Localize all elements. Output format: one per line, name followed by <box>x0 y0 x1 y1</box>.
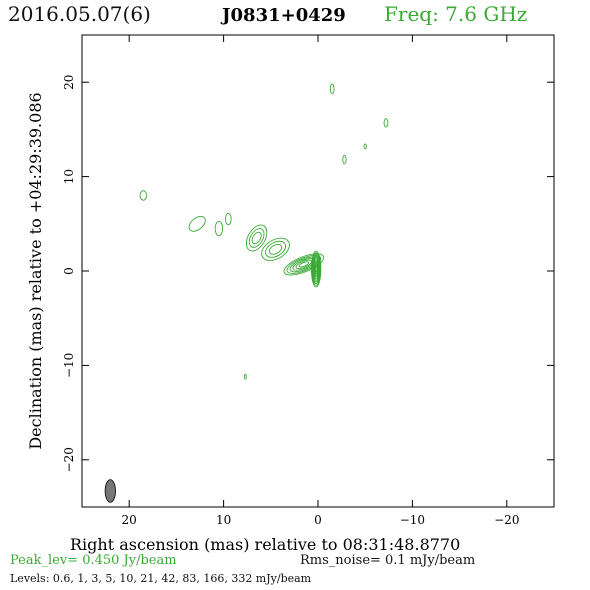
contour-line <box>139 190 148 201</box>
contour-line <box>329 83 335 94</box>
y-tick-label: 0 <box>62 267 76 275</box>
rms-noise-label: Rms_noise= 0.1 mJy/beam <box>300 553 476 568</box>
beam-ellipse <box>104 479 116 503</box>
source-name: J0831+0429 <box>222 5 346 26</box>
y-tick-label: 10 <box>62 169 76 184</box>
contour-line <box>283 253 325 276</box>
contour-line <box>261 237 290 261</box>
frequency-label: Freq: 7.6 GHz <box>384 2 528 26</box>
contour-line <box>383 118 389 128</box>
y-tick-label: −10 <box>62 353 76 378</box>
x-tick-label: 20 <box>122 513 137 527</box>
x-tick-label: −10 <box>400 513 425 527</box>
peak-level-label: Peak_lev= 0.450 Jy/beam <box>10 553 177 568</box>
y-tick-label: −20 <box>62 447 76 472</box>
contour-line <box>248 228 265 248</box>
x-tick-label: −20 <box>494 513 519 527</box>
contour-line <box>245 224 268 252</box>
x-tick-label: 0 <box>314 513 322 527</box>
x-axis-label: Right ascension (mas) relative to 08:31:… <box>70 535 460 554</box>
observation-date: 2016.05.07(6) <box>8 2 151 26</box>
contour-line <box>265 240 287 258</box>
y-axis-label: Declination (mas) relative to +04:29:39.… <box>26 92 45 449</box>
x-tick-label: 10 <box>216 513 231 527</box>
contour-line <box>214 220 224 237</box>
contour-line <box>251 231 262 245</box>
contour-line <box>289 256 319 273</box>
contour-levels-label: Levels: 0.6, 1, 3, 5, 10, 21, 42, 83, 16… <box>10 572 312 585</box>
contour-line <box>292 258 316 271</box>
contour-line <box>243 373 247 380</box>
contour-line <box>268 243 283 255</box>
contour-line <box>298 261 310 268</box>
y-tick-label: 20 <box>62 75 76 90</box>
contour-line <box>295 259 313 270</box>
contour-line <box>342 154 347 165</box>
contour-line <box>363 143 367 150</box>
contour-line <box>188 215 206 232</box>
contour-line <box>225 212 232 226</box>
contour-line <box>286 254 322 274</box>
